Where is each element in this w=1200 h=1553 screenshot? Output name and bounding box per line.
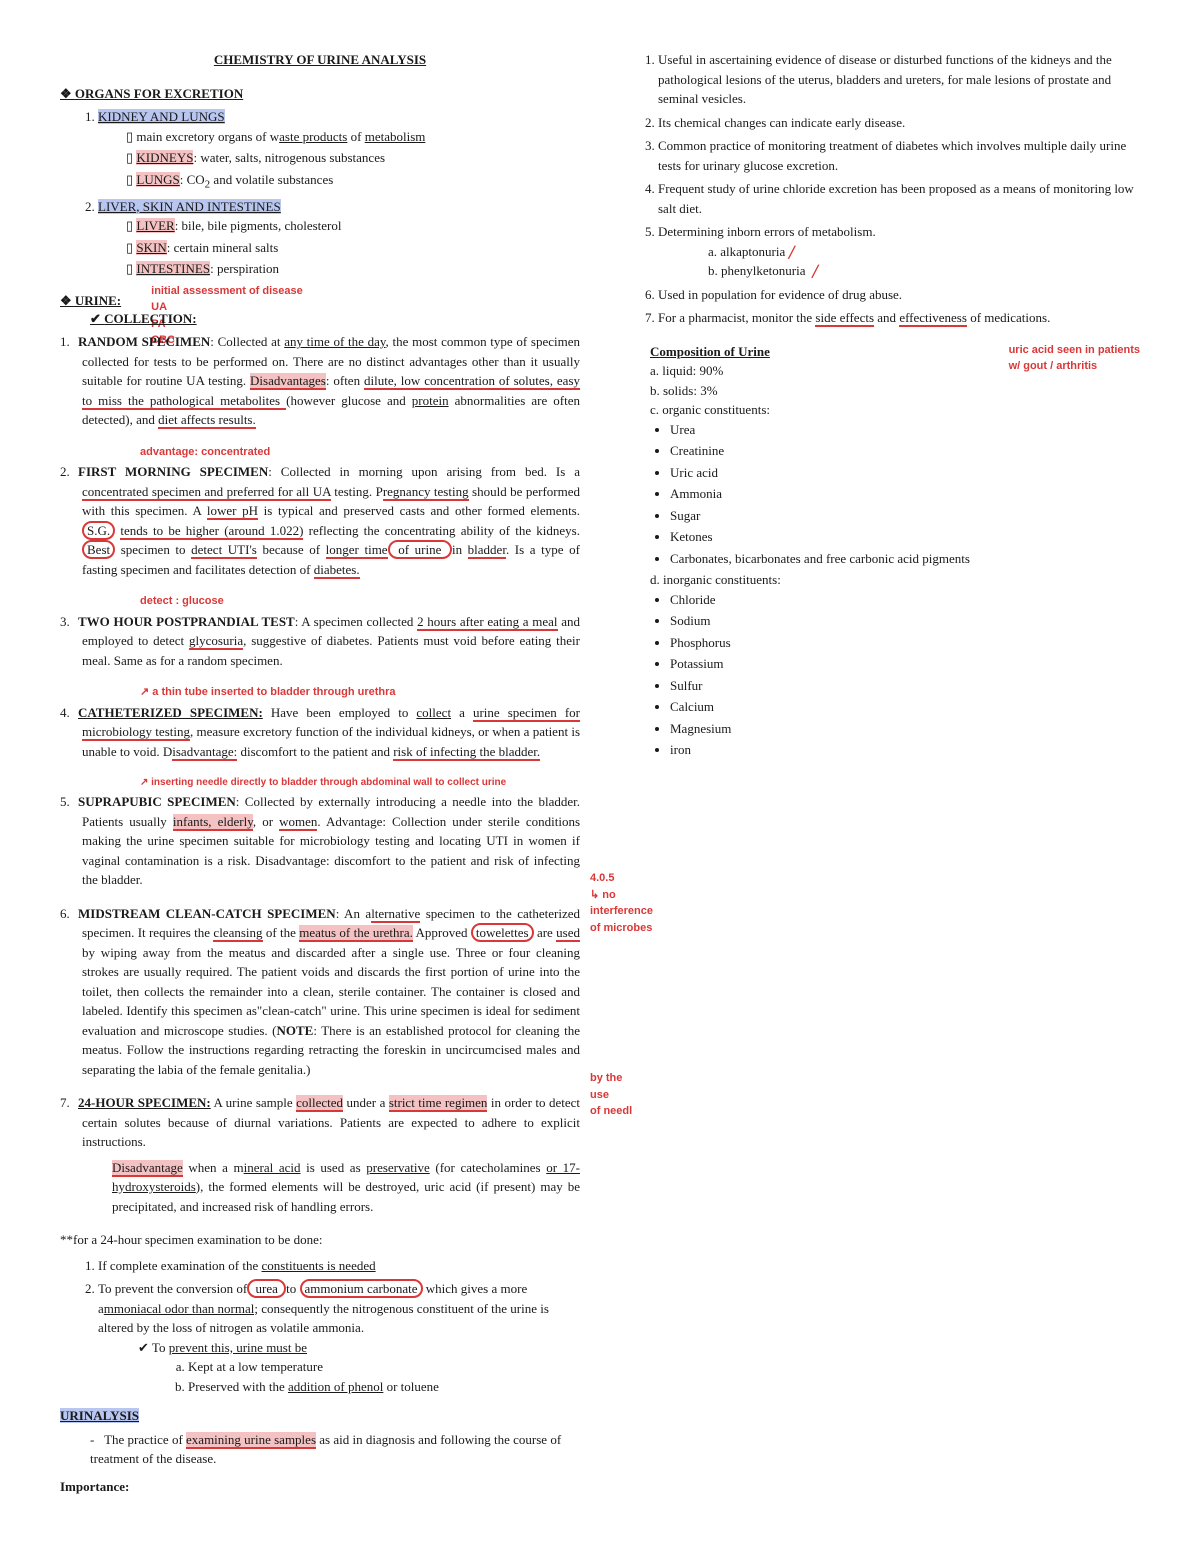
imp-7: For a pharmacist, monitor the side effec… (658, 308, 1140, 328)
comp-d: d. inorganic constituents: (620, 570, 1140, 590)
organic-item: Carbonates, bicarbonates and free carbon… (670, 549, 1140, 569)
comp-c: c. organic constituents: (620, 400, 1140, 420)
annotation-thin-tube: ↗ a thin tube inserted to bladder throug… (140, 684, 580, 701)
organic-item: Creatinine (670, 441, 1140, 461)
section-organs: ORGANS FOR EXCRETION (60, 84, 580, 104)
kidney-lungs-head: KIDNEY AND LUNGS (98, 109, 225, 124)
annotation-detect-glucose: detect : glucose (140, 593, 580, 610)
spec-random: 1.RANDOM SPECIMEN: Collected at any time… (60, 332, 580, 430)
comp-b: b. solids: 3% (620, 381, 1140, 401)
imp-1: Useful in ascertaining evidence of disea… (658, 50, 1140, 109)
importance-head: Importance: (60, 1477, 580, 1497)
annotation-uric-acid: uric acid seen in patientsw/ gout / arth… (1009, 342, 1140, 375)
annotation-needle: ↗ inserting needle directly to bladder t… (140, 775, 580, 790)
inorganic-item: Chloride (670, 590, 1140, 610)
composition-block: Composition of Urine uric acid seen in p… (620, 342, 1140, 760)
organic-list: UreaCreatinineUric acidAmmoniaSugarKeton… (620, 420, 1140, 569)
annotation-405: 4.0.5↳ no interferenceof microbes (590, 870, 660, 936)
spec-suprapubic: 5.SUPRAPUBIC SPECIMEN: Collected by exte… (60, 792, 580, 890)
spec-catheterized: 4.CATHETERIZED SPECIMEN: Have been emplo… (60, 703, 580, 762)
importance-list: Useful in ascertaining evidence of disea… (620, 50, 1140, 328)
urinalysis-head: URINALYSIS (60, 1408, 139, 1423)
liver-skin-head: LIVER, SKIN AND INTESTINES (98, 199, 281, 214)
organic-item: Urea (670, 420, 1140, 440)
document-page: CHEMISTRY OF URINE ANALYSIS ORGANS FOR E… (60, 50, 1140, 1503)
ls-a: LIVER: bile, bile pigments, cholesterol (126, 216, 580, 236)
spec-24h-note: **for a 24-hour specimen examination to … (60, 1230, 580, 1250)
prevent-head: To prevent this, urine must be Kept at a… (138, 1338, 580, 1397)
spec-midstream: 6.MIDSTREAM CLEAN-CATCH SPECIMEN: An alt… (60, 904, 580, 1080)
imp-4: Frequent study of urine chloride excreti… (658, 179, 1140, 218)
imp-5: Determining inborn errors of metabolism.… (658, 222, 1140, 281)
urinalysis-block: URINALYSIS - The practice of examining u… (60, 1406, 580, 1469)
organs-item-1: KIDNEY AND LUNGS main excretory organs o… (98, 107, 580, 193)
organic-item: Ammonia (670, 484, 1140, 504)
liver-skin-sublist: LIVER: bile, bile pigments, cholesterol … (98, 216, 580, 279)
kl-b: KIDNEYS: water, salts, nitrogenous subst… (126, 148, 580, 168)
organic-item: Sugar (670, 506, 1140, 526)
inorganic-item: Phosphorus (670, 633, 1140, 653)
inorganic-item: iron (670, 740, 1140, 760)
inorganic-item: Sulfur (670, 676, 1140, 696)
section-collection: COLLECTION: (60, 309, 580, 329)
spec-24hour: 7.24-HOUR SPECIMEN: A urine sample colle… (60, 1093, 580, 1216)
inorganic-item: Potassium (670, 654, 1140, 674)
spec-24h-list: If complete examination of the constitue… (60, 1256, 580, 1397)
annotation-by-needle: by the useof needl (590, 1070, 640, 1120)
kl-c: LUNGS: CO2 and volatile substances (126, 170, 580, 193)
imp-5a: a. alkaptonuria ╱ (658, 242, 1140, 262)
inorganic-item: Magnesium (670, 719, 1140, 739)
spec-24h-2: To prevent the conversion of urea to amm… (98, 1279, 580, 1396)
organic-item: Ketones (670, 527, 1140, 547)
ls-b: SKIN: certain mineral salts (126, 238, 580, 258)
kl-a: main excretory organs of waste products … (126, 127, 580, 147)
inorganic-list: ChlorideSodiumPhosphorusPotassiumSulfurC… (620, 590, 1140, 760)
imp-5b: b. phenylketonuria ╱ (658, 261, 1140, 281)
page-title: CHEMISTRY OF URINE ANALYSIS (60, 50, 580, 70)
inorganic-item: Sodium (670, 611, 1140, 631)
prevent-a: Kept at a low temperature (188, 1357, 580, 1377)
inorganic-item: Calcium (670, 697, 1140, 717)
prevent-b: Preserved with the addition of phenol or… (188, 1377, 580, 1397)
organs-list: KIDNEY AND LUNGS main excretory organs o… (60, 107, 580, 279)
spec-postprandial: 3.TWO HOUR POSTPRANDIAL TEST: A specimen… (60, 612, 580, 671)
prevent-sublist: Kept at a low temperature Preserved with… (138, 1357, 580, 1396)
organic-item: Uric acid (670, 463, 1140, 483)
annotation-advantage: advantage: concentrated (140, 444, 580, 461)
spec-24h-1: If complete examination of the constitue… (98, 1256, 580, 1276)
kidney-lungs-sublist: main excretory organs of waste products … (98, 127, 580, 193)
organs-item-2: LIVER, SKIN AND INTESTINES LIVER: bile, … (98, 197, 580, 279)
imp-6: Used in population for evidence of drug … (658, 285, 1140, 305)
ls-c: INTESTINES: perspiration (126, 259, 580, 279)
spec-first-morning: 2.FIRST MORNING SPECIMEN: Collected in m… (60, 462, 580, 579)
imp-3: Common practice of monitoring treatment … (658, 136, 1140, 175)
prevent-list: To prevent this, urine must be Kept at a… (98, 1338, 580, 1397)
imp-2: Its chemical changes can indicate early … (658, 113, 1140, 133)
